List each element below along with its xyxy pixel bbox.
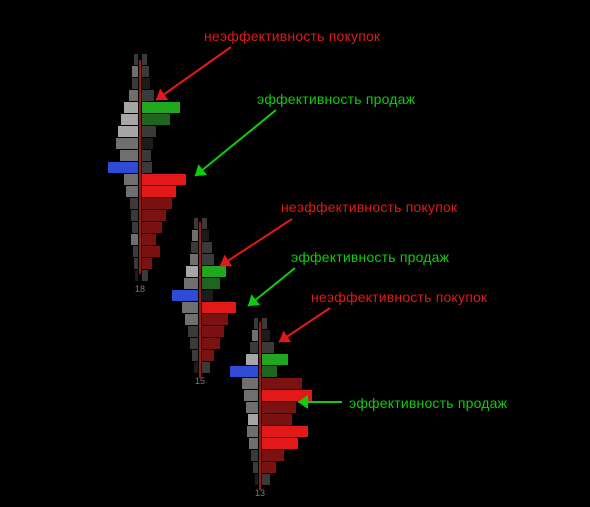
- annotation-label: неэффективность покупок: [311, 289, 487, 305]
- annotation-arrow-head: [195, 164, 207, 176]
- annotation-arrow: [220, 219, 292, 266]
- annotation-arrow-head: [248, 294, 260, 306]
- annotation-label: эффективность продаж: [257, 91, 415, 107]
- annotation-arrow-head: [156, 89, 168, 100]
- annotation-arrow-head: [279, 331, 291, 343]
- footprint-chart: 181513неэффективность покупокэффективнос…: [0, 0, 590, 507]
- annotation-label: эффективность продаж: [291, 249, 449, 265]
- annotation-arrow: [156, 47, 231, 100]
- annotation-label: неэффективность покупок: [204, 28, 380, 44]
- annotation-label: эффективность продаж: [349, 395, 507, 411]
- annotation-label: неэффективность покупок: [281, 199, 457, 215]
- annotation-arrow-head: [298, 395, 308, 409]
- annotation-arrow: [195, 110, 276, 176]
- annotation-arrow-head: [220, 255, 232, 267]
